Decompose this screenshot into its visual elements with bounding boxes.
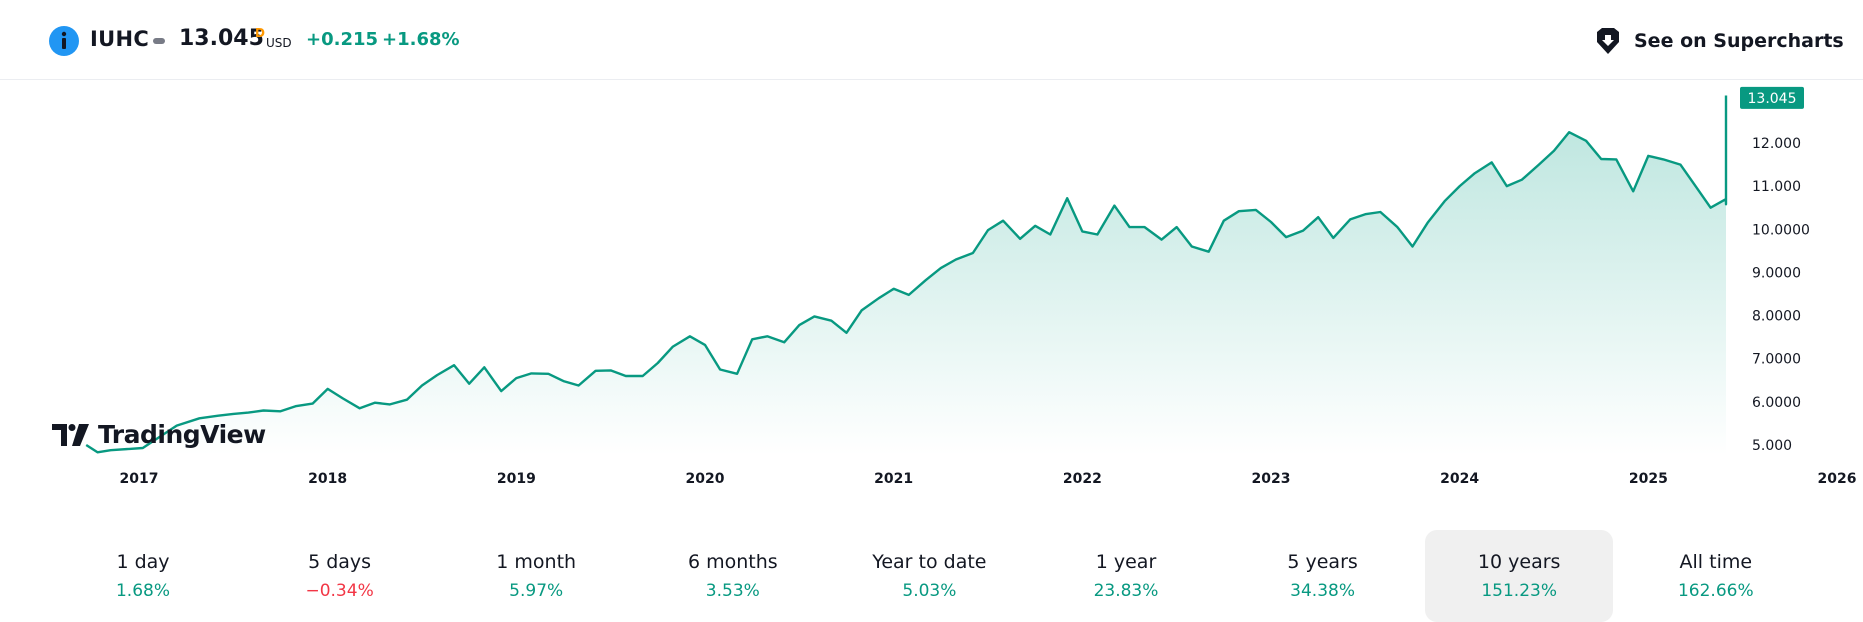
- info-icon[interactable]: [49, 26, 79, 56]
- x-tick-label: 2023: [1252, 471, 1291, 487]
- tradingview-logo-text: TradingView: [98, 420, 266, 449]
- tradingview-logo-icon: [52, 424, 89, 446]
- price-change-percent: +1.68%: [382, 29, 460, 50]
- separator-dash: [153, 38, 165, 44]
- y-tick-label: 9.0000: [1752, 265, 1801, 281]
- currency-label: USD: [266, 36, 292, 50]
- period-tab-3[interactable]: 6 months 3.53%: [639, 530, 827, 622]
- x-tick-label: 2026: [1818, 471, 1857, 487]
- period-label: 10 years: [1477, 551, 1561, 573]
- period-change-value: 151.23%: [1481, 581, 1557, 601]
- y-tick-label: 7.0000: [1752, 352, 1801, 368]
- last-price: 13.045: [179, 26, 264, 51]
- period-change-value: 5.97%: [509, 581, 564, 601]
- period-change-value: 162.66%: [1677, 581, 1754, 601]
- symbol-header: IUHC 13.045 D USD +0.215 +1.68% See on S…: [0, 0, 1863, 80]
- period-change-value: 23.83%: [1093, 581, 1159, 601]
- period-tab-5[interactable]: 1 year 23.83%: [1032, 530, 1220, 622]
- price-change: +0.215: [306, 29, 379, 50]
- price-line: [85, 95, 1728, 454]
- last-price-tag: [1740, 86, 1804, 109]
- x-tick-label: 2024: [1440, 471, 1479, 487]
- period-label: 1 day: [116, 551, 170, 573]
- period-label: All time: [1679, 551, 1753, 573]
- period-tab-1[interactable]: 5 days −0.34%: [246, 530, 434, 622]
- x-tick-label: 2025: [1629, 471, 1668, 487]
- period-label: Year to date: [872, 551, 987, 573]
- x-tick-label: 2019: [497, 471, 536, 487]
- performance-periods: 1 day 1.68% 5 days −0.34% 1 month 5.97% 6 mont…: [0, 530, 1863, 622]
- period-tab-0[interactable]: 1 day 1.68%: [49, 530, 237, 622]
- period-label: 1 month: [496, 551, 577, 573]
- supercharts-pin-icon: [1597, 28, 1619, 54]
- x-tick-label: 2017: [120, 471, 159, 487]
- see-on-supercharts-button[interactable]: See on Supercharts: [1590, 20, 1844, 60]
- symbol-name[interactable]: IUHC: [90, 27, 150, 51]
- last-price-tag-label: 13.045: [1748, 91, 1797, 107]
- period-label: 5 years: [1287, 551, 1358, 573]
- period-tab-7[interactable]: 10 years 151.23%: [1425, 530, 1614, 622]
- x-tick-label: 2022: [1063, 471, 1102, 487]
- y-tick-label: 12.000: [1752, 136, 1801, 152]
- period-change-value: 5.03%: [902, 581, 957, 601]
- period-label: 5 days: [308, 551, 372, 573]
- daily-flag: D: [255, 26, 265, 40]
- period-tab-8[interactable]: All time 162.66%: [1622, 530, 1810, 622]
- period-label: 6 months: [687, 551, 778, 573]
- period-change-value: 1.68%: [115, 581, 170, 601]
- period-tab-6[interactable]: 5 years 34.38%: [1229, 530, 1417, 622]
- x-tick-label: 2018: [308, 471, 347, 487]
- period-change-value: 3.53%: [705, 581, 760, 601]
- tradingview-logo[interactable]: TradingView: [52, 420, 266, 450]
- period-label: 1 year: [1095, 551, 1157, 573]
- period-tab-4[interactable]: Year to date 5.03%: [835, 530, 1023, 622]
- y-tick-label: 11.000: [1752, 179, 1801, 195]
- y-tick-label: 6.0000: [1752, 395, 1801, 411]
- y-tick-label: 5.000: [1752, 438, 1792, 454]
- period-change-value: 34.38%: [1290, 581, 1355, 601]
- y-tick-label: 8.0000: [1752, 309, 1801, 325]
- period-change-value: −0.34%: [305, 581, 374, 601]
- period-tab-2[interactable]: 1 month 5.97%: [442, 530, 630, 622]
- supercharts-label: See on Supercharts: [1634, 30, 1844, 52]
- price-area-fill: [86, 95, 1726, 455]
- price-chart[interactable]: 5.000 6.0000 7.0000 8.0000 9.0000 10.0000 11.0…: [0, 0, 1863, 500]
- x-tick-label: 2021: [874, 471, 913, 487]
- x-tick-label: 2020: [686, 471, 725, 487]
- y-tick-label: 10.0000: [1752, 222, 1810, 238]
